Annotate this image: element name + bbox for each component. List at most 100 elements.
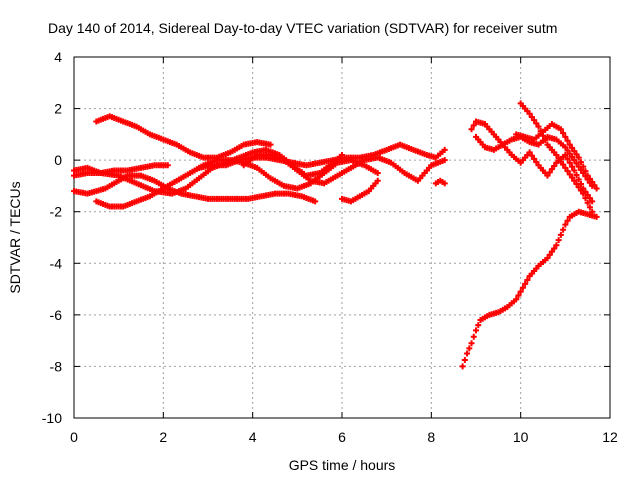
data-marker	[318, 171, 325, 178]
data-marker	[582, 210, 589, 217]
series-track-n	[513, 121, 600, 192]
data-marker	[292, 165, 299, 172]
series-track-b	[71, 172, 319, 205]
data-marker	[531, 117, 538, 124]
data-marker	[562, 133, 569, 140]
data-marker	[533, 120, 540, 127]
data-marker	[557, 158, 564, 165]
data-point	[566, 141, 573, 148]
data-point	[571, 157, 578, 164]
data-marker	[305, 176, 312, 183]
data-marker	[461, 356, 468, 363]
data-marker	[171, 140, 178, 147]
data-marker	[533, 141, 540, 148]
data-marker	[439, 148, 446, 155]
series-track-d	[93, 113, 274, 161]
data-marker	[131, 179, 138, 186]
data-marker	[577, 166, 584, 173]
data-marker	[184, 148, 191, 155]
data-marker	[131, 122, 138, 129]
data-marker	[372, 180, 379, 187]
data-point	[571, 167, 578, 174]
data-marker	[566, 150, 573, 157]
y-tick-label: 4	[54, 49, 62, 65]
data-marker	[586, 175, 593, 182]
series-track-i	[432, 177, 448, 187]
data-point	[459, 363, 466, 370]
data-marker	[524, 108, 531, 115]
data-marker	[555, 237, 562, 244]
data-marker	[385, 158, 392, 165]
data-marker	[506, 137, 513, 144]
data-marker	[332, 173, 339, 180]
data-marker	[193, 176, 200, 183]
data-marker	[470, 333, 477, 340]
data-marker	[564, 217, 571, 224]
series-track-g	[240, 151, 448, 187]
x-tick-label: 6	[338, 429, 346, 445]
data-marker	[117, 117, 124, 124]
data-marker	[542, 137, 549, 144]
data-point	[468, 126, 475, 133]
data-point	[575, 154, 582, 161]
x-tick-label: 0	[70, 429, 78, 445]
data-marker	[515, 292, 522, 299]
data-marker	[551, 135, 558, 142]
data-marker	[551, 149, 558, 156]
chart-title: Day 140 of 2014, Sidereal Day-to-day VTE…	[48, 20, 557, 36]
data-marker	[510, 298, 517, 305]
data-marker	[546, 251, 553, 258]
data-marker	[506, 149, 513, 156]
series-track-f	[196, 141, 448, 171]
data-marker	[584, 191, 591, 198]
data-marker	[439, 158, 446, 165]
data-marker	[528, 135, 535, 142]
data-point	[584, 172, 591, 179]
data-marker	[542, 257, 549, 264]
data-marker	[470, 122, 477, 129]
data-marker	[426, 164, 433, 171]
plot-frame	[73, 56, 611, 419]
data-marker	[484, 313, 491, 320]
data-marker	[566, 171, 573, 178]
data-marker	[571, 148, 578, 155]
x-axis-label: GPS time / hours	[289, 457, 396, 473]
data-marker	[131, 199, 138, 206]
data-marker	[278, 181, 285, 188]
data-marker	[524, 277, 531, 284]
data-point	[473, 327, 479, 334]
data-marker	[564, 147, 571, 154]
data-marker	[359, 158, 366, 165]
data-marker	[564, 168, 571, 175]
data-marker	[531, 155, 538, 162]
series-track-h	[339, 177, 381, 205]
data-marker	[573, 180, 580, 187]
data-marker	[493, 309, 500, 316]
data-marker	[569, 144, 576, 151]
data-marker	[439, 179, 446, 186]
data-marker	[158, 135, 165, 142]
data-marker	[560, 161, 567, 168]
data-point	[517, 288, 524, 295]
y-tick-label: 2	[54, 101, 62, 117]
data-marker	[533, 265, 540, 272]
data-marker	[564, 137, 571, 144]
data-marker	[577, 159, 584, 166]
data-point	[522, 280, 529, 287]
data-point	[553, 242, 560, 249]
data-marker	[546, 169, 553, 176]
data-marker	[591, 182, 598, 189]
data-series	[71, 100, 600, 370]
series-track-m	[517, 100, 596, 215]
data-marker	[548, 166, 555, 173]
data-marker	[225, 150, 232, 157]
series-track-c	[71, 162, 171, 179]
data-marker	[149, 176, 156, 183]
data-point	[589, 208, 596, 215]
data-marker	[113, 179, 120, 186]
data-marker	[580, 163, 587, 170]
data-marker	[421, 151, 428, 158]
data-marker	[551, 245, 558, 252]
data-marker	[372, 168, 379, 175]
